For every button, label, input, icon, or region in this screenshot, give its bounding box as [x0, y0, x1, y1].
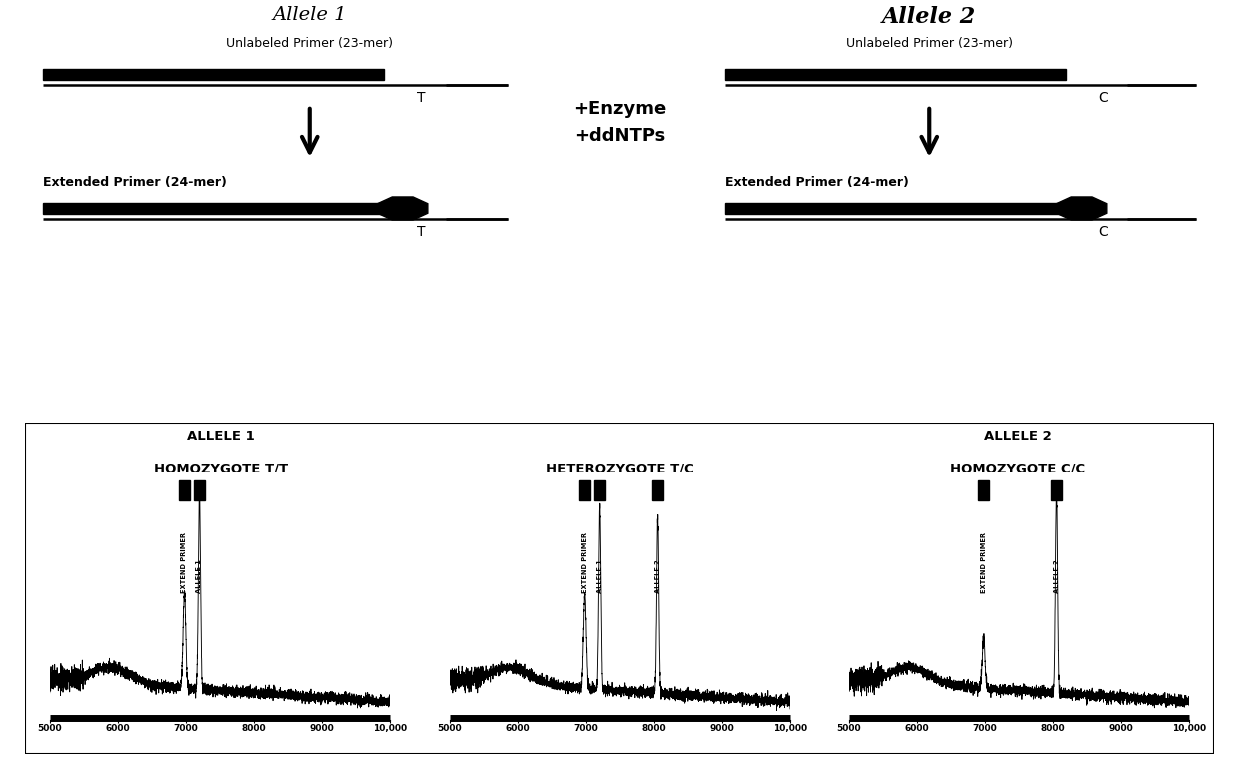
- Bar: [595, 480, 605, 500]
- Polygon shape: [378, 197, 427, 220]
- Text: ALLELE 2: ALLELE 2: [1053, 559, 1059, 593]
- Text: ALLELE 2: ALLELE 2: [984, 430, 1052, 443]
- Text: Allele 2: Allele 2: [882, 6, 976, 28]
- Text: HOMOZYGOTE T/T: HOMOZYGOTE T/T: [154, 463, 289, 475]
- Bar: [43, 203, 384, 214]
- Text: +Enzyme
+ddNTPs: +Enzyme +ddNTPs: [572, 101, 667, 145]
- Text: EXTEND PRIMER: EXTEND PRIMER: [581, 532, 587, 593]
- Text: Extended Primer (24-mer): Extended Primer (24-mer): [725, 177, 908, 190]
- Text: EXTEND PRIMER: EXTEND PRIMER: [980, 532, 986, 593]
- Text: ALLELE 1: ALLELE 1: [187, 430, 255, 443]
- Text: Unlabeled Primer (23-mer): Unlabeled Primer (23-mer): [846, 37, 1012, 50]
- Text: Allele 1: Allele 1: [273, 6, 347, 24]
- Text: ALLELE 1: ALLELE 1: [197, 559, 202, 593]
- Text: C: C: [1098, 91, 1108, 104]
- Text: HOMOZYGOTE C/C: HOMOZYGOTE C/C: [950, 463, 1085, 475]
- Text: Unlabeled Primer (23-mer): Unlabeled Primer (23-mer): [227, 37, 393, 50]
- Text: ALLELE 1: ALLELE 1: [597, 559, 602, 593]
- Text: Extended Primer (24-mer): Extended Primer (24-mer): [43, 177, 227, 190]
- Text: C: C: [1098, 225, 1108, 239]
- Text: T: T: [418, 225, 425, 239]
- Bar: [725, 203, 1066, 214]
- Bar: [580, 480, 590, 500]
- Bar: [180, 480, 190, 500]
- Text: EXTEND PRIMER: EXTEND PRIMER: [181, 532, 187, 593]
- Bar: [195, 480, 204, 500]
- Text: T: T: [418, 91, 425, 104]
- Bar: [725, 69, 1066, 80]
- Text: ALLELE 2: ALLELE 2: [654, 559, 660, 593]
- Bar: [43, 69, 384, 80]
- Text: HETEROZYGOTE T/C: HETEROZYGOTE T/C: [545, 463, 694, 475]
- Polygon shape: [1057, 197, 1106, 220]
- Bar: [652, 480, 663, 500]
- Bar: [979, 480, 989, 500]
- Bar: [1051, 480, 1062, 500]
